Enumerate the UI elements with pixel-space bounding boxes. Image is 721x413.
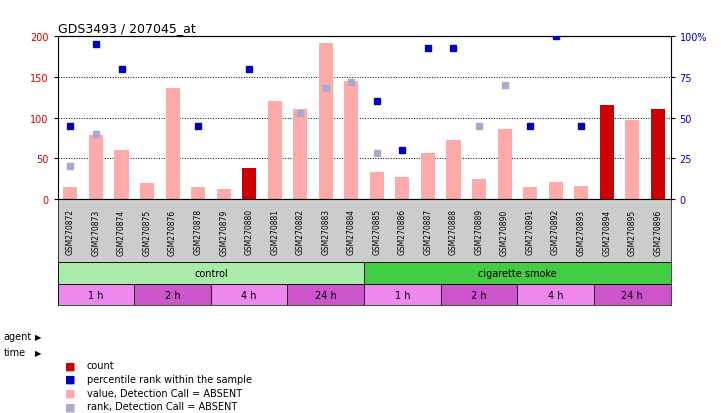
Text: GSM270876: GSM270876 bbox=[168, 209, 177, 255]
Bar bbox=[523, 187, 537, 199]
Text: GSM270873: GSM270873 bbox=[92, 209, 100, 255]
Bar bbox=[211, 284, 288, 306]
Text: GSM270886: GSM270886 bbox=[398, 209, 407, 255]
Bar bbox=[625, 121, 640, 199]
Bar bbox=[89, 135, 103, 199]
Bar bbox=[293, 110, 307, 199]
Text: GSM270883: GSM270883 bbox=[322, 209, 330, 255]
Text: GSM270874: GSM270874 bbox=[117, 209, 126, 255]
Bar bbox=[191, 187, 205, 199]
Bar bbox=[651, 110, 665, 199]
Text: GSM270884: GSM270884 bbox=[347, 209, 356, 255]
Text: 24 h: 24 h bbox=[622, 290, 643, 300]
Text: GDS3493 / 207045_at: GDS3493 / 207045_at bbox=[58, 21, 195, 35]
Text: value, Detection Call = ABSENT: value, Detection Call = ABSENT bbox=[87, 388, 242, 398]
Text: ▶: ▶ bbox=[35, 332, 41, 341]
Bar bbox=[364, 262, 671, 284]
Bar bbox=[242, 169, 256, 199]
Bar bbox=[594, 284, 671, 306]
Bar bbox=[472, 180, 486, 199]
Text: GSM270880: GSM270880 bbox=[244, 209, 254, 255]
Bar bbox=[651, 110, 665, 199]
Bar bbox=[518, 284, 594, 306]
Text: GSM270879: GSM270879 bbox=[219, 209, 228, 255]
Text: rank, Detection Call = ABSENT: rank, Detection Call = ABSENT bbox=[87, 401, 236, 411]
Text: cigarette smoke: cigarette smoke bbox=[478, 268, 557, 278]
Text: control: control bbox=[194, 268, 228, 278]
Text: GSM270887: GSM270887 bbox=[423, 209, 433, 255]
Text: 24 h: 24 h bbox=[315, 290, 337, 300]
Text: GSM270894: GSM270894 bbox=[602, 209, 611, 255]
Text: count: count bbox=[87, 361, 114, 370]
Text: 1 h: 1 h bbox=[88, 290, 104, 300]
Bar bbox=[166, 89, 180, 199]
Text: GSM270881: GSM270881 bbox=[270, 209, 279, 255]
Bar bbox=[574, 186, 588, 199]
Text: agent: agent bbox=[4, 332, 32, 342]
Text: GSM270872: GSM270872 bbox=[66, 209, 75, 255]
Bar bbox=[216, 190, 231, 199]
Bar bbox=[288, 284, 364, 306]
Text: percentile rank within the sample: percentile rank within the sample bbox=[87, 374, 252, 384]
Bar bbox=[364, 284, 441, 306]
Text: GSM270891: GSM270891 bbox=[526, 209, 534, 255]
Bar bbox=[497, 130, 512, 199]
Bar bbox=[58, 284, 134, 306]
Text: GSM270892: GSM270892 bbox=[551, 209, 560, 255]
Bar bbox=[446, 141, 461, 199]
Bar bbox=[370, 173, 384, 199]
Bar bbox=[319, 44, 333, 199]
Bar bbox=[441, 284, 518, 306]
Bar bbox=[421, 154, 435, 199]
Text: ■: ■ bbox=[65, 401, 76, 411]
Text: GSM270889: GSM270889 bbox=[474, 209, 484, 255]
Text: 4 h: 4 h bbox=[242, 290, 257, 300]
Text: 2 h: 2 h bbox=[472, 290, 487, 300]
Bar bbox=[115, 151, 128, 199]
Text: GSM270893: GSM270893 bbox=[577, 209, 585, 255]
Bar bbox=[395, 178, 410, 199]
Bar bbox=[140, 183, 154, 199]
Text: ■: ■ bbox=[65, 361, 76, 370]
Bar bbox=[63, 188, 77, 199]
Text: 1 h: 1 h bbox=[394, 290, 410, 300]
Bar bbox=[134, 284, 211, 306]
Text: GSM270878: GSM270878 bbox=[194, 209, 203, 255]
Bar bbox=[58, 262, 364, 284]
Text: 2 h: 2 h bbox=[165, 290, 180, 300]
Bar bbox=[267, 102, 282, 199]
Text: 4 h: 4 h bbox=[548, 290, 563, 300]
Bar bbox=[549, 182, 562, 199]
Text: GSM270875: GSM270875 bbox=[143, 209, 151, 255]
Text: GSM270882: GSM270882 bbox=[296, 209, 305, 255]
Text: ■: ■ bbox=[65, 374, 76, 384]
Bar bbox=[345, 82, 358, 199]
Bar bbox=[600, 106, 614, 199]
Text: GSM270885: GSM270885 bbox=[372, 209, 381, 255]
Text: ■: ■ bbox=[65, 388, 76, 398]
Text: GSM270888: GSM270888 bbox=[449, 209, 458, 255]
Text: time: time bbox=[4, 347, 26, 357]
Text: GSM270890: GSM270890 bbox=[500, 209, 509, 255]
Text: ▶: ▶ bbox=[35, 348, 41, 357]
Bar bbox=[242, 169, 256, 199]
Text: GSM270896: GSM270896 bbox=[653, 209, 663, 255]
Text: GSM270895: GSM270895 bbox=[628, 209, 637, 255]
